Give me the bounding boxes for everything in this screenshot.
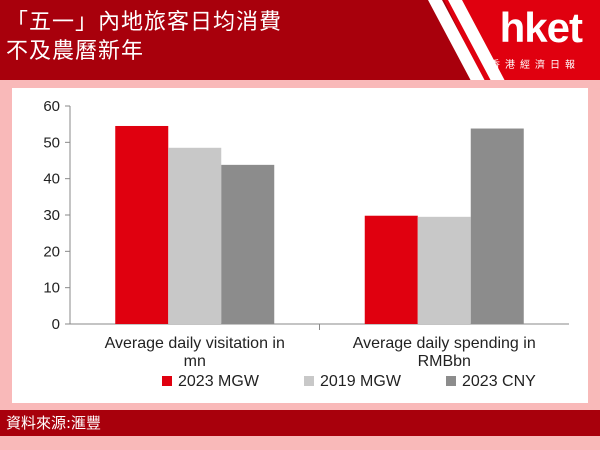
y-tick-label: 60: [43, 98, 60, 115]
y-tick-label: 20: [43, 243, 60, 260]
bar: [168, 147, 222, 324]
chart-panel: 0 10 20 30 40 50 60 Average daily visitation in…: [12, 88, 588, 403]
source-note: 資料來源:滙豐: [6, 414, 102, 432]
bar: [417, 216, 471, 324]
title-line-2: 不及農曆新年: [6, 39, 145, 64]
footer-bar: 資料來源:滙豐: [0, 410, 600, 436]
logo-subtitle: 香港經濟日報: [490, 60, 580, 71]
bar: [221, 164, 275, 324]
hket-logo: hket: [499, 4, 583, 51]
legend-swatch: [446, 376, 456, 386]
x-tick-label: Average daily visitation in mn: [105, 335, 285, 370]
bar-chart: 0 10 20 30 40 50 60 Average daily visitation in…: [43, 98, 569, 390]
bar: [115, 125, 169, 324]
bar: [364, 215, 418, 324]
header-banner: 「五一」內地旅客日均消費 不及農曆新年 hket 香港經濟日報: [0, 0, 600, 80]
y-tick-label: 40: [43, 171, 60, 188]
y-tick-label: 10: [43, 280, 60, 297]
y-tick-label: 30: [43, 207, 60, 224]
legend-swatch: [304, 376, 314, 386]
y-tick-label: 50: [43, 134, 60, 151]
y-tick-label: 0: [52, 316, 60, 333]
legend-swatch: [162, 376, 172, 386]
page-title: 「五一」內地旅客日均消費 不及農曆新年: [6, 8, 282, 66]
bar: [470, 128, 524, 324]
legend-label: 2023 MGW: [178, 373, 260, 390]
x-tick-label: Average daily spending in RMBbn: [353, 335, 536, 370]
title-line-1: 「五一」內地旅客日均消費: [6, 10, 283, 35]
legend-label: 2019 MGW: [320, 373, 402, 390]
legend-label: 2023 CNY: [462, 373, 536, 390]
